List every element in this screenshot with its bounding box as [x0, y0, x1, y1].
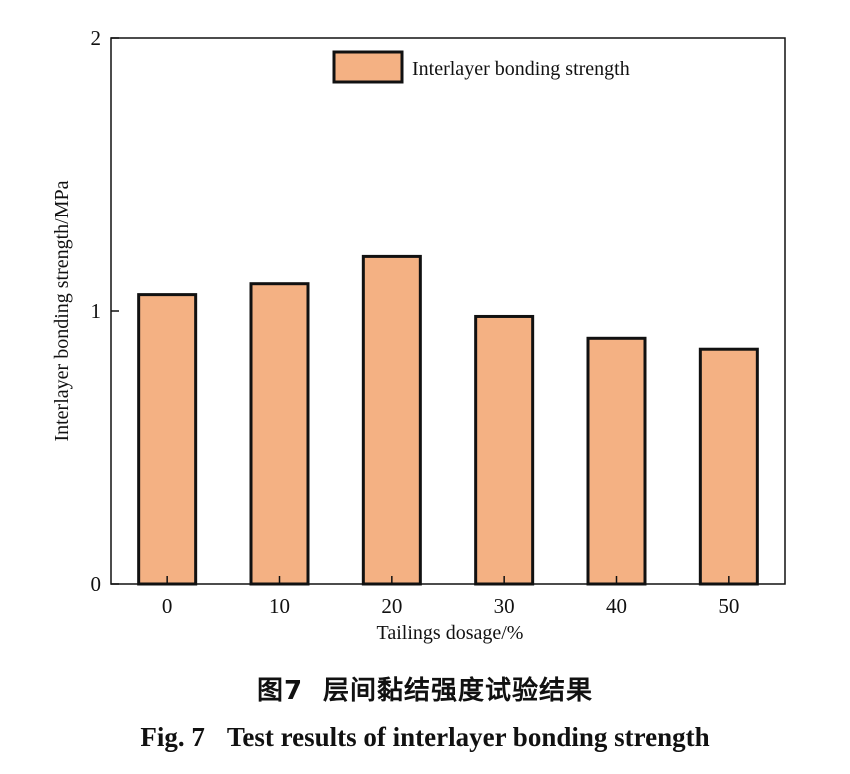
bar [586, 336, 647, 586]
x-tick-label: 50 [718, 594, 739, 618]
plot-border [110, 37, 786, 585]
legend-label: Interlayer bonding strength [412, 58, 630, 80]
x-tick-label: 0 [162, 594, 173, 618]
x-axis-title: Tailings dosage/% [377, 622, 524, 644]
legend: Interlayer bonding strength [332, 50, 630, 84]
figure-number-chinese: 图7 [256, 676, 304, 706]
x-tick-label: 30 [494, 594, 515, 618]
figure-title-chinese: 层间黏结强度试验结果 [323, 676, 594, 706]
x-tick-label: 20 [381, 594, 402, 618]
bar [361, 254, 422, 586]
figure-number-english: Fig. 7 [140, 722, 205, 752]
x-tick-label: 40 [606, 594, 627, 618]
y-tick-label: 0 [91, 572, 102, 596]
bar [698, 347, 759, 586]
bar [249, 282, 310, 586]
bar [137, 293, 198, 586]
figure-title-english: Test results of interlayer bonding stren… [226, 722, 710, 752]
bar [474, 314, 535, 586]
y-tick-label: 2 [91, 26, 102, 50]
figure-caption-english: Fig. 7 Test results of interlayer bonding… [0, 722, 850, 753]
plot-frame [110, 37, 786, 585]
y-tick-label: 1 [91, 299, 102, 323]
y-axis-title: Interlayer bonding strength/MPa [51, 180, 73, 441]
x-tick-label: 10 [269, 594, 290, 618]
bars-layer [137, 254, 759, 586]
figure-caption-chinese: 图7 层间黏结强度试验结果 [0, 670, 850, 707]
legend-swatch [332, 50, 404, 84]
